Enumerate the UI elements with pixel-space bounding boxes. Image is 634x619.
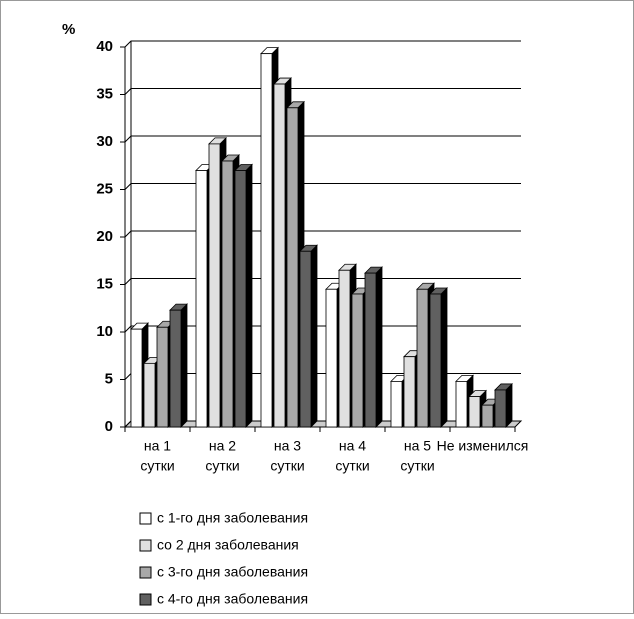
x-tick-label: сутки	[140, 458, 174, 474]
x-tick-label: сутки	[335, 458, 369, 474]
bar-side	[505, 382, 513, 428]
bar	[325, 288, 338, 428]
x-tick-label: на 3	[274, 438, 301, 454]
bar	[468, 396, 481, 428]
bar	[364, 272, 377, 428]
legend-swatch	[139, 593, 152, 606]
bar	[403, 356, 416, 428]
x-tick-label: Не изменился	[437, 438, 529, 454]
bar	[494, 389, 507, 428]
grid-line	[124, 230, 521, 238]
grid-line	[124, 40, 521, 48]
legend-swatch	[139, 566, 152, 579]
grid-line	[124, 325, 521, 333]
y-axis-label: %	[62, 21, 75, 38]
bar	[169, 309, 182, 428]
y-tick-label: 20	[96, 228, 113, 245]
y-tick-label: 0	[105, 418, 113, 435]
bar	[390, 380, 403, 428]
bar	[481, 404, 494, 428]
bar	[338, 269, 351, 428]
bar	[416, 288, 429, 428]
y-tick-label: 15	[96, 275, 113, 292]
y-tick-label: 40	[96, 38, 113, 55]
x-tick-label: на 4	[339, 438, 366, 454]
bar	[130, 328, 143, 428]
grid-line	[124, 135, 521, 143]
bar	[351, 293, 364, 428]
bar	[221, 160, 234, 428]
grid-line	[124, 278, 521, 285]
grid-line	[124, 88, 521, 95]
x-tick-label: на 1	[144, 438, 171, 454]
bar	[143, 362, 156, 428]
legend-swatch	[139, 512, 152, 525]
bar-side	[375, 266, 383, 428]
bar	[195, 170, 208, 428]
bar-side	[440, 287, 448, 428]
y-tick-label: 10	[96, 323, 113, 340]
bar	[208, 143, 221, 428]
bar	[260, 53, 273, 428]
grid-line	[124, 183, 521, 190]
y-tick-label: 5	[105, 370, 113, 387]
x-tick-label: сутки	[205, 458, 239, 474]
bar	[156, 326, 169, 428]
bar-side	[310, 244, 318, 428]
legend-label: с 4-го дня заболевания	[157, 591, 308, 607]
x-tick-label: на 5	[404, 438, 431, 454]
legend-label: с 1-го дня заболевания	[157, 510, 308, 526]
bar	[429, 293, 442, 428]
legend-swatch	[139, 539, 152, 552]
legend-label: со 2 дня заболевания	[157, 537, 299, 553]
x-tick-label: сутки	[400, 458, 434, 474]
y-tick-label: 30	[96, 133, 113, 150]
bar-side	[245, 163, 253, 428]
bar	[455, 380, 468, 428]
bar-side	[180, 303, 188, 428]
bar	[286, 107, 299, 428]
legend-label: с 3-го дня заболевания	[157, 564, 308, 580]
x-tick-label: на 2	[209, 438, 236, 454]
y-tick-label: 25	[96, 180, 113, 197]
bar	[299, 250, 312, 428]
bar	[234, 170, 247, 428]
x-tick-label: сутки	[270, 458, 304, 474]
bar	[273, 83, 286, 428]
y-tick-label: 35	[96, 85, 113, 102]
